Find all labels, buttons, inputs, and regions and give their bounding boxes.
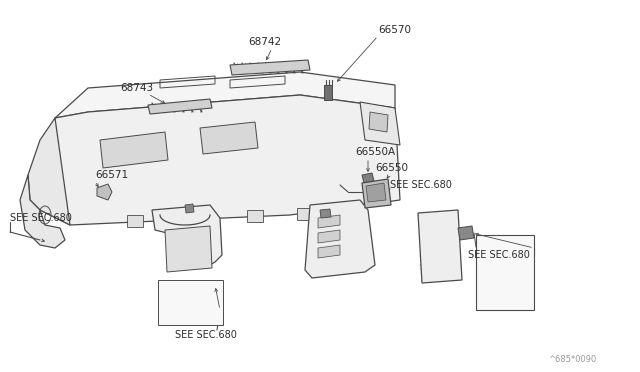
Polygon shape — [458, 226, 474, 240]
FancyBboxPatch shape — [158, 280, 223, 325]
Polygon shape — [97, 184, 112, 200]
Text: SEE SEC.680: SEE SEC.680 — [390, 180, 452, 190]
Text: 66550A: 66550A — [355, 147, 395, 157]
Polygon shape — [305, 200, 375, 278]
Text: 68742: 68742 — [248, 37, 281, 47]
Text: SEE SEC.680: SEE SEC.680 — [175, 330, 237, 340]
Text: SEE SEC.680: SEE SEC.680 — [468, 250, 530, 260]
Polygon shape — [369, 112, 388, 132]
Polygon shape — [127, 215, 143, 227]
Polygon shape — [40, 95, 400, 225]
Polygon shape — [230, 60, 310, 75]
Polygon shape — [362, 173, 374, 183]
Polygon shape — [152, 205, 222, 268]
Polygon shape — [200, 122, 258, 154]
Polygon shape — [318, 245, 340, 258]
Text: SEE SEC.680: SEE SEC.680 — [10, 213, 72, 223]
Polygon shape — [320, 209, 331, 218]
Polygon shape — [324, 85, 332, 100]
Polygon shape — [28, 118, 70, 225]
Polygon shape — [297, 208, 313, 220]
Text: 66550: 66550 — [375, 163, 408, 173]
Polygon shape — [362, 179, 391, 208]
FancyBboxPatch shape — [476, 235, 534, 310]
Polygon shape — [247, 210, 263, 222]
Polygon shape — [148, 99, 212, 114]
Polygon shape — [185, 204, 194, 213]
Polygon shape — [366, 183, 386, 202]
Polygon shape — [100, 132, 168, 168]
Polygon shape — [192, 212, 208, 224]
Text: 68743: 68743 — [120, 83, 153, 93]
Polygon shape — [360, 102, 400, 145]
Polygon shape — [165, 226, 212, 272]
Text: ^685*0090: ^685*0090 — [548, 356, 596, 365]
Polygon shape — [20, 175, 65, 248]
Polygon shape — [318, 215, 340, 228]
Text: 66570: 66570 — [378, 25, 411, 35]
Polygon shape — [318, 230, 340, 243]
Polygon shape — [55, 72, 395, 118]
Text: 66571: 66571 — [95, 170, 128, 180]
Polygon shape — [418, 210, 462, 283]
